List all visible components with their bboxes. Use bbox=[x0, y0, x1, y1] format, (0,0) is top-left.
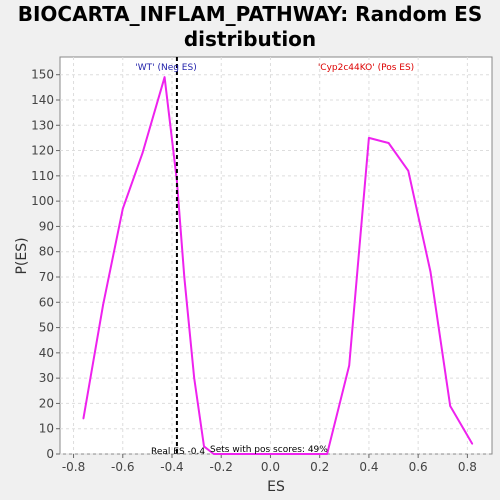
series-layer bbox=[82, 76, 474, 455]
grid-lines bbox=[60, 57, 492, 455]
data-point bbox=[102, 304, 104, 306]
x-tick-label: 0.6 bbox=[409, 460, 428, 474]
data-point bbox=[163, 76, 166, 79]
y-axis-label: P(ES) bbox=[14, 237, 30, 274]
data-point bbox=[387, 142, 390, 144]
data-point bbox=[245, 453, 247, 455]
y-tick-label: 140 bbox=[31, 93, 54, 107]
data-point bbox=[213, 453, 215, 455]
x-tick-label: 0.4 bbox=[359, 460, 378, 474]
y-tick-label: 60 bbox=[39, 295, 54, 309]
neg-es-label: 'WT' (Neg ES) bbox=[135, 63, 196, 73]
data-point bbox=[368, 137, 370, 139]
data-point bbox=[348, 364, 351, 367]
data-point bbox=[429, 271, 432, 273]
data-point bbox=[326, 453, 328, 455]
data-point bbox=[281, 453, 284, 455]
axis-ticks: 0 10 20 30 40 50 60 70 80 90 100 110 120 130 140 150 -0.… bbox=[31, 68, 477, 474]
y-tick-label: 100 bbox=[31, 194, 54, 208]
data-point bbox=[176, 180, 178, 182]
y-tick-label: 20 bbox=[39, 396, 54, 410]
y-tick-label: 110 bbox=[31, 169, 54, 183]
y-tick-label: 40 bbox=[39, 346, 54, 360]
y-tick-label: 120 bbox=[31, 144, 54, 158]
chart-title-line2: distribution bbox=[184, 27, 316, 51]
y-tick-label: 80 bbox=[39, 245, 54, 259]
x-tick-label: -0.2 bbox=[210, 460, 233, 474]
y-tick-label: 0 bbox=[46, 447, 54, 461]
y-tick-label: 90 bbox=[39, 219, 54, 233]
data-point bbox=[121, 207, 124, 210]
y-tick-label: 70 bbox=[39, 270, 54, 284]
x-axis-label: ES bbox=[267, 479, 285, 495]
plot-area bbox=[59, 56, 493, 455]
data-point bbox=[141, 152, 144, 154]
es-distribution-line bbox=[82, 76, 474, 455]
y-tick-label: 50 bbox=[39, 321, 54, 335]
chart-title-line1: BIOCARTA_INFLAM_PATHWAY: Random ES bbox=[18, 2, 483, 26]
y-tick-label: 130 bbox=[31, 118, 54, 132]
data-point bbox=[193, 377, 195, 379]
x-tick-label: -0.8 bbox=[62, 460, 85, 474]
y-tick-label: 30 bbox=[39, 371, 54, 385]
data-point bbox=[203, 445, 205, 448]
data-point bbox=[471, 443, 474, 445]
real-es-text: Real ES -0.4 bbox=[151, 447, 205, 457]
x-tick-label: -0.6 bbox=[111, 460, 134, 474]
pos-es-label: 'Cyp2c44KO' (Pos ES) bbox=[318, 63, 414, 73]
data-point bbox=[407, 169, 410, 172]
y-tick-label: 150 bbox=[31, 68, 54, 82]
x-tick-label: -0.4 bbox=[160, 460, 183, 474]
x-tick-label: 0.8 bbox=[458, 460, 477, 474]
data-point bbox=[82, 417, 85, 420]
x-tick-label: 0.0 bbox=[261, 460, 280, 474]
data-point bbox=[449, 405, 451, 407]
data-point bbox=[183, 276, 186, 278]
y-tick-label: 10 bbox=[39, 422, 54, 436]
x-tick-label: 0.2 bbox=[310, 460, 329, 474]
pos-scores-text: Sets with pos scores: 49% bbox=[210, 445, 328, 455]
